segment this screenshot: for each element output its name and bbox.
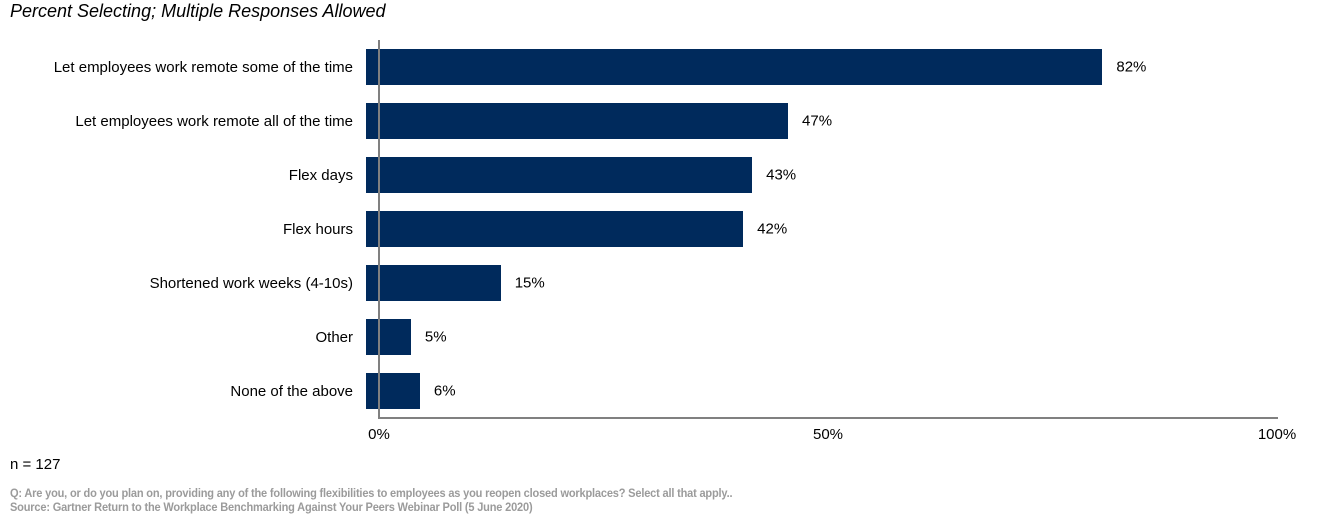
category-label: Shortened work weeks (4-10s) xyxy=(149,274,353,292)
bar-row: Flex hours 42% xyxy=(0,202,1318,256)
bar xyxy=(366,265,501,301)
value-label: 82% xyxy=(1116,58,1147,76)
value-label: 47% xyxy=(802,112,833,130)
question-footnote: Q: Are you, or do you plan on, providing… xyxy=(10,486,733,500)
y-axis-line xyxy=(378,40,380,419)
value-label: 42% xyxy=(757,220,788,238)
bar-row: Let employees work remote all of the tim… xyxy=(0,94,1318,148)
value-label: 6% xyxy=(433,382,456,400)
bar-track: 15% xyxy=(366,265,1264,301)
bar xyxy=(366,157,753,193)
value-label: 43% xyxy=(766,166,797,184)
bar-track: 43% xyxy=(366,157,1264,193)
x-tick-label: 50% xyxy=(812,426,844,443)
x-tick-label: 100% xyxy=(1257,426,1297,443)
chart-title: Percent Selecting; Multiple Responses Al… xyxy=(10,1,386,21)
bar-row: Other 5% xyxy=(0,310,1318,364)
x-tick-label: 0% xyxy=(368,426,390,443)
value-label: 5% xyxy=(424,328,447,346)
value-label: 15% xyxy=(514,274,545,292)
category-label: Let employees work remote some of the ti… xyxy=(53,58,353,76)
bar-track: 47% xyxy=(366,103,1264,139)
category-label: Flex days xyxy=(288,166,353,184)
source-footnote: Source: Gartner Return to the Workplace … xyxy=(10,500,533,514)
bar-row: Shortened work weeks (4-10s) 15% xyxy=(0,256,1318,310)
bar-chart: Let employees work remote some of the ti… xyxy=(0,40,1318,418)
bar-track: 82% xyxy=(366,49,1264,85)
bar-track: 42% xyxy=(366,211,1264,247)
bar-row: Flex days 43% xyxy=(0,148,1318,202)
bar xyxy=(366,319,411,355)
bar xyxy=(366,103,789,139)
bar-track: 5% xyxy=(366,319,1264,355)
category-label: Flex hours xyxy=(282,220,353,238)
bar xyxy=(366,373,420,409)
bar xyxy=(366,211,744,247)
category-label: Let employees work remote all of the tim… xyxy=(75,112,353,130)
bar-row: Let employees work remote some of the ti… xyxy=(0,40,1318,94)
category-label: Other xyxy=(315,328,353,346)
bar-track: 6% xyxy=(366,373,1264,409)
bar-row: None of the above 6% xyxy=(0,364,1318,418)
sample-size-label: n = 127 xyxy=(10,456,61,473)
bar xyxy=(366,49,1103,85)
category-label: None of the above xyxy=(230,382,353,400)
x-axis-line xyxy=(378,417,1278,419)
